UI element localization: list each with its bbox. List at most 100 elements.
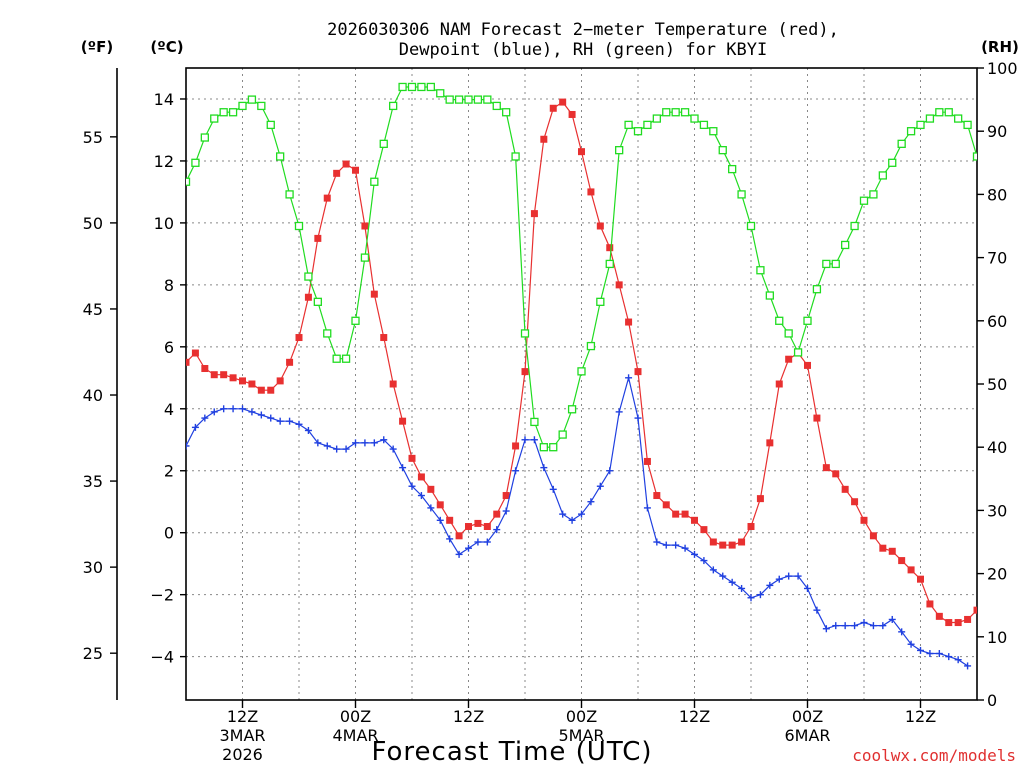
dewpoint-point: [625, 374, 633, 382]
rh-point: [671, 108, 680, 117]
temperature-point: [832, 470, 840, 478]
rh-point: [850, 221, 859, 231]
rh-point: [680, 108, 690, 117]
temperature-point: [587, 188, 595, 196]
rh-tick-label: 40: [987, 438, 1007, 457]
rh-point: [615, 146, 624, 155]
temperature-point: [719, 541, 727, 549]
rh-tick-label: 90: [987, 122, 1007, 141]
dewpoint-point: [417, 492, 425, 500]
dewpoint-point: [370, 439, 378, 447]
dewpoint-point: [747, 594, 755, 602]
rh-point: [935, 108, 944, 117]
dewpoint-point: [756, 591, 764, 599]
dewpoint-point: [851, 622, 859, 630]
dewpoint-point: [672, 541, 680, 549]
dewpoint-point: [568, 516, 576, 524]
dewpoint-point: [615, 408, 623, 416]
dewpoint-point: [549, 485, 557, 493]
temperature-point: [681, 510, 689, 518]
rh-point: [294, 221, 304, 231]
rh-point: [426, 82, 435, 92]
dewpoint-point: [926, 650, 934, 658]
dewpoint-point: [804, 584, 811, 592]
dewpoint-point: [502, 507, 510, 515]
rh-point: [483, 95, 492, 104]
rh-point: [379, 139, 388, 148]
temperature-point: [804, 361, 811, 369]
rh-point: [803, 316, 812, 325]
dewpoint-point: [286, 417, 294, 425]
temperature-point: [465, 523, 472, 531]
temperature-point: [738, 538, 746, 546]
rh-point: [323, 329, 332, 338]
temperature-point: [907, 566, 915, 574]
x-tick-label: 00Z: [792, 707, 823, 726]
rh-point: [530, 417, 539, 427]
dewpoint-point: [691, 550, 698, 558]
dewpoint-point: [578, 510, 585, 518]
rh-point: [662, 108, 671, 117]
rh-point: [765, 291, 774, 300]
rh-point: [313, 297, 322, 306]
dewpoint-point: [653, 538, 661, 546]
dewpoint-point: [512, 467, 520, 475]
rh-point: [925, 114, 935, 123]
rh-point: [341, 354, 351, 363]
celsius-unit-label: (ºC): [150, 38, 183, 56]
temperature-point: [559, 98, 567, 106]
temperature-point: [615, 281, 623, 289]
rh-point: [633, 127, 643, 136]
rh-point: [775, 316, 784, 325]
rh-point: [266, 120, 275, 130]
rh-point: [304, 272, 313, 281]
dewpoint-point: [465, 544, 472, 552]
temperature-point: [474, 519, 482, 527]
dewpoint-point: [455, 550, 463, 558]
rh-point: [586, 341, 596, 351]
temperature-point: [653, 492, 661, 500]
celsius-tick-label: 4: [164, 400, 174, 419]
rh-point: [473, 95, 483, 104]
temperature-point: [521, 368, 529, 376]
dewpoint-point: [898, 628, 906, 636]
rh-point: [944, 108, 953, 117]
temperature-point: [201, 365, 209, 373]
temperature-point: [540, 135, 548, 143]
temperature-point: [634, 368, 642, 376]
rh-point: [247, 95, 257, 104]
rh-point: [916, 120, 925, 130]
x-date-label: 3MAR: [219, 726, 265, 745]
temperature-point: [549, 104, 557, 112]
dewpoint-point: [333, 445, 341, 453]
temperature-point: [662, 501, 670, 509]
celsius-tick-label: 8: [164, 276, 174, 295]
temperature-point: [860, 516, 868, 524]
data-series: [186, 82, 990, 670]
dewpoint-point: [267, 414, 275, 422]
rh-point: [972, 152, 977, 161]
fahrenheit-tick-label: 55: [83, 128, 103, 147]
dewpoint-point: [888, 615, 896, 623]
dewpoint-point: [361, 439, 369, 447]
temperature-point: [295, 334, 303, 342]
temperature-point: [625, 318, 633, 326]
temperature-point: [314, 234, 322, 242]
temperature-point: [700, 526, 708, 534]
rh-tick-label: 70: [987, 249, 1007, 268]
dewpoint-point: [474, 538, 482, 546]
dewpoint-point: [935, 650, 943, 658]
dewpoint-point: [521, 436, 529, 444]
temperature-point: [983, 591, 990, 598]
rh-tick-label: 0: [987, 691, 997, 710]
temperature-point: [380, 334, 388, 342]
rh-point: [878, 171, 887, 180]
rh-point: [502, 108, 511, 117]
rh-point: [186, 177, 191, 186]
dewpoint-point: [766, 581, 774, 589]
dewpoint-point: [954, 656, 962, 664]
temperature-point: [323, 194, 331, 202]
temperature-point: [888, 547, 896, 555]
temperature-point: [257, 386, 265, 394]
